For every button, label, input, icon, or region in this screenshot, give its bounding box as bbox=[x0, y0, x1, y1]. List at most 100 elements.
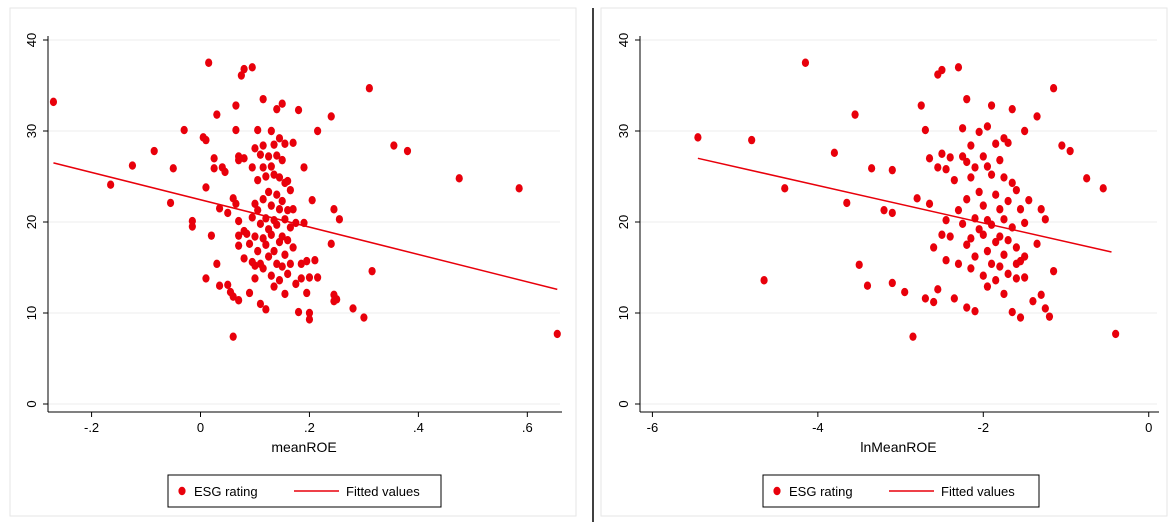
data-point bbox=[273, 220, 281, 229]
data-point bbox=[1008, 307, 1016, 317]
data-point bbox=[235, 216, 243, 226]
data-point bbox=[954, 259, 963, 269]
legend-label-fitted: Fitted values bbox=[941, 484, 1015, 499]
scatter-series bbox=[694, 58, 1120, 341]
data-point bbox=[229, 292, 237, 301]
data-point bbox=[251, 261, 259, 270]
data-point bbox=[938, 149, 946, 158]
data-point bbox=[273, 259, 281, 269]
data-point bbox=[971, 306, 979, 316]
scatter-series bbox=[49, 58, 561, 341]
data-point bbox=[284, 269, 292, 279]
data-point bbox=[515, 184, 523, 193]
data-point bbox=[267, 271, 275, 280]
data-point bbox=[963, 195, 971, 204]
data-point bbox=[975, 127, 983, 137]
data-point bbox=[967, 173, 975, 182]
data-point bbox=[992, 190, 1000, 199]
data-point bbox=[863, 281, 872, 290]
data-point bbox=[967, 141, 975, 150]
data-point bbox=[930, 243, 938, 252]
data-point bbox=[959, 219, 967, 229]
data-point bbox=[979, 271, 987, 280]
data-point bbox=[270, 282, 278, 291]
data-point bbox=[930, 297, 938, 307]
data-point bbox=[1021, 273, 1029, 282]
data-point bbox=[275, 276, 284, 285]
data-point bbox=[942, 256, 950, 265]
data-point bbox=[294, 105, 303, 115]
data-point bbox=[232, 199, 240, 208]
data-point bbox=[888, 278, 896, 288]
data-point bbox=[979, 152, 987, 161]
legend-label-esg: ESG rating bbox=[789, 484, 853, 499]
data-point bbox=[188, 216, 196, 226]
data-point bbox=[281, 139, 289, 148]
data-point bbox=[264, 252, 273, 261]
data-point bbox=[286, 223, 294, 232]
data-point bbox=[1008, 178, 1016, 188]
data-point bbox=[830, 148, 838, 158]
data-point bbox=[1066, 146, 1074, 156]
data-point bbox=[259, 195, 267, 204]
data-point bbox=[235, 296, 243, 305]
data-point bbox=[888, 165, 896, 175]
x-axis-title: meanROE bbox=[271, 439, 336, 455]
data-point bbox=[275, 173, 284, 182]
data-point bbox=[254, 205, 262, 215]
data-point bbox=[880, 205, 888, 215]
chart-panel-2: 0 10 20 30 40 -6 -4 -2 0 lnMeanROE ESG rating Fitte… bbox=[600, 7, 1168, 517]
data-point bbox=[979, 230, 987, 239]
data-point bbox=[987, 170, 996, 179]
data-point bbox=[992, 276, 1000, 285]
data-point bbox=[925, 154, 934, 163]
data-point bbox=[210, 164, 218, 173]
data-point bbox=[781, 184, 789, 193]
data-point bbox=[256, 219, 265, 229]
data-point bbox=[963, 303, 971, 312]
data-point bbox=[210, 154, 218, 163]
data-point bbox=[925, 199, 934, 208]
legend: ESG rating Fitted values bbox=[762, 474, 1040, 508]
data-point bbox=[300, 163, 308, 172]
data-point bbox=[1000, 173, 1008, 182]
data-point bbox=[1112, 329, 1120, 339]
data-point bbox=[1004, 196, 1012, 206]
data-point bbox=[967, 264, 975, 273]
data-point bbox=[254, 175, 262, 185]
data-point bbox=[150, 146, 158, 156]
legend-label-fitted: Fitted values bbox=[346, 484, 420, 499]
data-point bbox=[273, 104, 281, 114]
data-point bbox=[278, 262, 286, 271]
data-point bbox=[335, 215, 344, 224]
data-point bbox=[281, 250, 289, 259]
data-point bbox=[1099, 184, 1107, 193]
data-point bbox=[251, 199, 259, 208]
data-point bbox=[270, 170, 278, 179]
data-point bbox=[942, 165, 950, 174]
data-point bbox=[959, 152, 967, 161]
data-point bbox=[248, 213, 256, 222]
data-point bbox=[240, 254, 248, 263]
data-point bbox=[365, 84, 373, 93]
data-point bbox=[270, 246, 278, 256]
data-point bbox=[1037, 205, 1045, 214]
data-point bbox=[1033, 239, 1041, 249]
data-point bbox=[987, 259, 996, 269]
data-point bbox=[286, 185, 294, 195]
x-tick-label: .6 bbox=[522, 420, 533, 435]
data-point bbox=[303, 288, 311, 298]
data-point bbox=[215, 204, 224, 213]
data-point bbox=[963, 94, 971, 104]
data-point bbox=[245, 288, 254, 298]
data-point bbox=[289, 138, 297, 148]
data-point bbox=[243, 229, 251, 239]
data-point bbox=[950, 294, 958, 303]
data-point bbox=[284, 236, 292, 245]
data-point bbox=[49, 97, 58, 107]
data-point bbox=[273, 151, 281, 160]
data-point bbox=[275, 134, 284, 143]
x-tick-label: .2 bbox=[304, 420, 315, 435]
data-point bbox=[946, 153, 954, 162]
data-point bbox=[278, 99, 286, 108]
